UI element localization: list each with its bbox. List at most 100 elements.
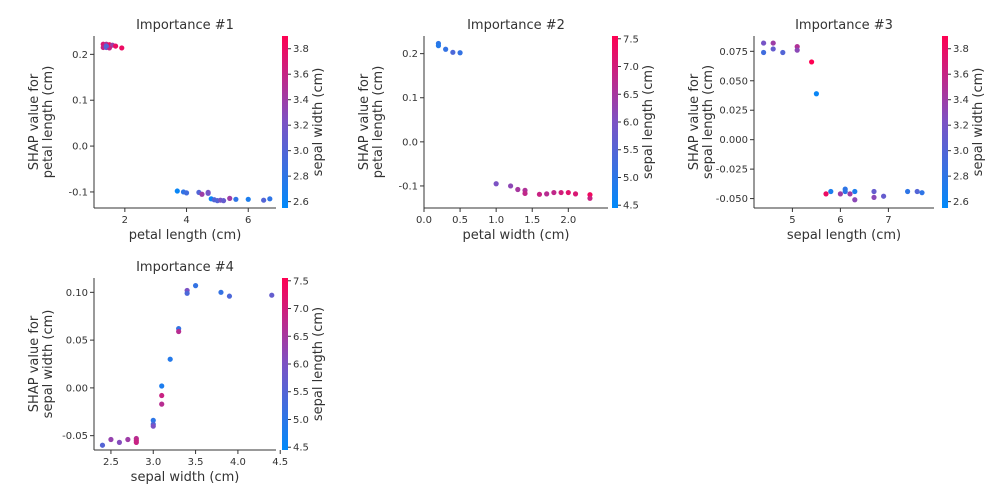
y-tick-label: -0.05	[62, 431, 88, 442]
data-point	[192, 283, 199, 289]
colorbar-tick-label: 3.4	[953, 95, 969, 106]
colorbar-tick-label: 2.6	[953, 197, 969, 208]
y-tick-label: 0.10	[66, 288, 88, 299]
colorbar-tick-label: 7.5	[293, 276, 309, 287]
data-point	[450, 49, 456, 55]
data-point	[761, 40, 767, 46]
data-point	[828, 188, 834, 195]
data-point	[572, 191, 579, 197]
data-point	[761, 49, 767, 56]
data-point	[150, 417, 156, 423]
y-axis-label: SHAP value for	[27, 315, 42, 412]
data-point	[794, 47, 800, 53]
x-axis-label: petal length (cm)	[129, 228, 242, 243]
x-tick-label: 7	[885, 215, 891, 226]
y-tick-label: -0.1	[398, 181, 418, 192]
data-point	[226, 293, 233, 299]
data-point	[103, 43, 109, 49]
data-point	[99, 442, 106, 448]
colorbar-tick-label: 3.6	[293, 70, 309, 81]
data-point	[150, 423, 156, 429]
colorbar-tick-label: 5.0	[293, 415, 309, 426]
y-axis-label: SHAP value for	[357, 73, 372, 170]
data-point	[159, 401, 165, 407]
data-point	[842, 188, 848, 195]
subplot-title: Importance #4	[136, 260, 234, 275]
data-point	[112, 43, 119, 49]
data-point	[780, 49, 786, 56]
data-point	[199, 191, 205, 197]
colorbar-tick-label: 2.8	[953, 172, 969, 183]
data-point	[435, 43, 442, 49]
data-point	[183, 190, 190, 196]
data-point	[176, 328, 182, 335]
colorbar-tick-label: 2.8	[293, 172, 309, 183]
colorbar-tick-label: 7.0	[293, 304, 309, 315]
y-tick-label: -0.025	[716, 165, 748, 176]
data-point	[184, 290, 190, 296]
x-tick-label: 1.0	[488, 215, 504, 226]
x-tick-label: 6	[837, 215, 843, 226]
colorbar-tick-label: 3.0	[293, 146, 309, 157]
data-point	[220, 198, 227, 204]
colorbar-tick-label: 4.5	[623, 201, 639, 212]
data-point	[108, 436, 114, 443]
y-tick-label: 0.1	[402, 93, 418, 104]
x-tick-label: 5	[789, 215, 795, 226]
data-point	[813, 91, 820, 97]
colorbar-tick-label: 4.5	[293, 443, 309, 454]
colorbar-label: sepal length (cm)	[311, 307, 326, 421]
data-point	[823, 191, 829, 197]
data-point	[558, 189, 564, 196]
y-tick-label: 0.000	[719, 135, 748, 146]
x-axis-label: sepal length (cm)	[787, 228, 901, 243]
colorbar-tick-label: 3.6	[953, 70, 969, 81]
colorbar-label: sepal width (cm)	[311, 68, 326, 177]
data-point	[871, 194, 877, 200]
data-point	[159, 392, 165, 399]
y-axis-label: SHAP value for	[27, 73, 42, 170]
data-point	[881, 193, 887, 199]
colorbar-tick-label: 3.2	[293, 121, 309, 132]
x-axis-label: petal width (cm)	[463, 228, 570, 243]
subplot-1: Importance #1 2 4 6 -0.1 0.0 0.1 0.2 petal lengt…	[27, 18, 326, 243]
y-tick-label: 0.1	[72, 96, 88, 107]
x-tick-label: 0.0	[416, 215, 432, 226]
data-point	[125, 436, 131, 443]
data-point	[522, 190, 528, 197]
subplot-3: Importance #3 5 6 7 -0.050 -0.025 0.000 0.025 0.…	[687, 18, 986, 243]
x-axis-label: sepal width (cm)	[131, 470, 240, 485]
x-tick-label: 3.5	[188, 457, 204, 468]
colorbar	[282, 36, 288, 208]
data-point	[587, 195, 593, 201]
x-tick-label: 0.5	[452, 215, 468, 226]
data-point	[770, 46, 776, 52]
data-point	[770, 40, 776, 46]
y-axis-label: sepal width (cm)	[41, 310, 56, 419]
data-point	[261, 197, 267, 203]
y-tick-label: 0.050	[719, 76, 748, 87]
subplot-2: Importance #2 0.0 0.5 1.0 1.5 2.0 -0.1 0.0 0.1 0.…	[357, 18, 656, 243]
data-point	[159, 383, 165, 389]
data-point	[443, 46, 449, 52]
data-point	[847, 191, 853, 197]
data-point	[914, 188, 920, 195]
data-point	[119, 45, 125, 51]
data-point	[919, 190, 925, 196]
x-tick-label: 2	[122, 215, 128, 226]
y-tick-label: 0.2	[72, 50, 88, 61]
colorbar-tick-label: 2.6	[293, 197, 309, 208]
data-point	[227, 195, 233, 201]
data-point	[218, 289, 224, 295]
colorbar-tick-label: 5.5	[623, 145, 639, 156]
data-point	[174, 188, 180, 194]
data-point	[565, 189, 571, 196]
colorbar-label: sepal width (cm)	[971, 68, 986, 177]
colorbar-tick-label: 7.0	[623, 62, 639, 73]
data-point	[837, 191, 844, 197]
y-tick-label: 0.0	[402, 137, 418, 148]
x-tick-label: 2.5	[103, 457, 119, 468]
data-point	[457, 50, 463, 56]
data-point	[205, 189, 211, 196]
